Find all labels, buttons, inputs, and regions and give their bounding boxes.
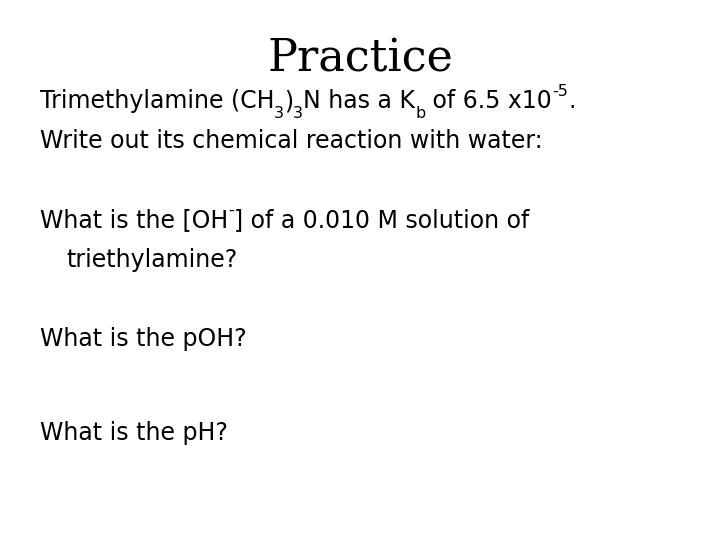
Text: What is the [OH: What is the [OH <box>40 208 228 232</box>
Text: ): ) <box>284 89 293 113</box>
Text: 3: 3 <box>293 106 303 121</box>
Text: 3: 3 <box>274 106 284 121</box>
Text: Trimethylamine (CH: Trimethylamine (CH <box>40 89 274 113</box>
Text: What is the pH?: What is the pH? <box>40 421 228 445</box>
Text: -: - <box>228 203 233 218</box>
Text: What is the pOH?: What is the pOH? <box>40 327 246 350</box>
Text: of 6.5 x10: of 6.5 x10 <box>426 89 552 113</box>
Text: N has a K: N has a K <box>303 89 415 113</box>
Text: -5: -5 <box>552 84 568 99</box>
Text: Practice: Practice <box>267 38 453 81</box>
Text: .: . <box>568 89 575 113</box>
Text: triethylamine?: triethylamine? <box>66 248 238 272</box>
Text: Write out its chemical reaction with water:: Write out its chemical reaction with wat… <box>40 130 542 153</box>
Text: ] of a 0.010 M solution of: ] of a 0.010 M solution of <box>233 208 529 232</box>
Text: b: b <box>415 106 426 121</box>
